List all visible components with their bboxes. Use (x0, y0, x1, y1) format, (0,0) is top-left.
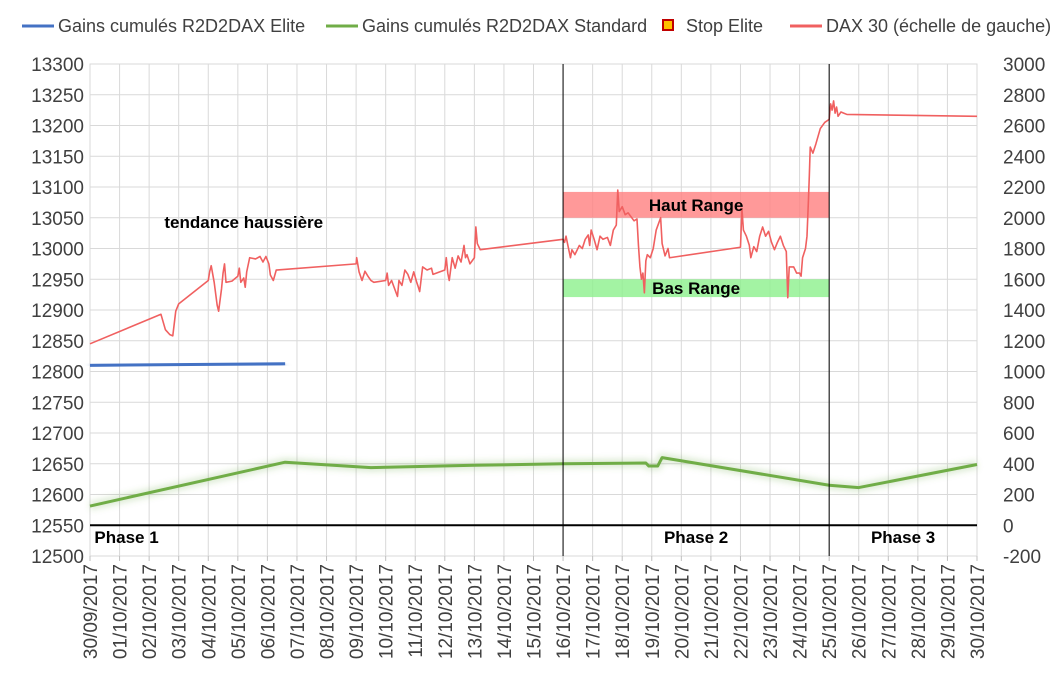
x-tick-label: 28/10/2017 (909, 564, 930, 659)
x-tick-label: 25/10/2017 (820, 564, 841, 659)
legend-item: Stop Elite (662, 16, 763, 36)
x-tick-label: 02/10/2017 (140, 564, 161, 659)
y-right-tick-label: 1000 (1003, 363, 1045, 384)
x-tick-label: 29/10/2017 (938, 564, 959, 659)
y-right-tick-label: 1200 (1003, 332, 1045, 353)
y-left-tick-label: 12750 (31, 393, 84, 414)
x-tick-label: 30/10/2017 (968, 564, 989, 659)
x-tick-label: 05/10/2017 (229, 564, 250, 659)
legend-item: Gains cumulés R2D2DAX Standard (326, 16, 647, 36)
x-tick-label: 08/10/2017 (318, 564, 339, 659)
x-tick-label: 09/10/2017 (347, 564, 368, 659)
y-right-tick-label: 400 (1003, 455, 1035, 476)
phase-label: Phase 2 (664, 528, 728, 547)
phase-lines (562, 64, 830, 556)
annotation: tendance haussière (164, 213, 323, 232)
x-tick-label: 19/10/2017 (643, 564, 664, 659)
x-tick-label: 10/10/2017 (377, 564, 398, 659)
x-tick-label: 06/10/2017 (258, 564, 279, 659)
y-right-tick-label: 2400 (1003, 147, 1045, 168)
y-left-tick-label: 12650 (31, 455, 84, 476)
series-layer (89, 100, 978, 511)
legend-label: Gains cumulés R2D2DAX Elite (58, 16, 305, 36)
y-left-tick-label: 13100 (31, 178, 84, 199)
y-right-tick-label: 800 (1003, 393, 1035, 414)
range-bands (563, 191, 830, 298)
x-tick-label: 11/10/2017 (406, 564, 427, 658)
y-left-tick-label: 12600 (31, 486, 84, 507)
y-right-tick-label: 1600 (1003, 270, 1045, 291)
x-tick-label: 16/10/2017 (554, 564, 575, 659)
y-left-tick-label: 12950 (31, 270, 84, 291)
x-tick-label: 24/10/2017 (791, 564, 812, 659)
x-tick-label: 04/10/2017 (199, 564, 220, 659)
x-tick-label: 14/10/2017 (495, 564, 516, 659)
x-tick-label: 12/10/2017 (436, 564, 457, 659)
x-tick-label: 18/10/2017 (613, 564, 634, 659)
x-tick-label: 03/10/2017 (170, 564, 191, 659)
phase-label: Phase 1 (94, 528, 158, 547)
y-left-tick-label: 13300 (31, 55, 84, 76)
y-left-tick-label: 13050 (31, 209, 84, 230)
legend-label: DAX 30 (échelle de gauche) (826, 16, 1051, 36)
y-right-tick-label: 1800 (1003, 240, 1045, 261)
legend-label: Gains cumulés R2D2DAX Standard (362, 16, 647, 36)
x-tick-label: 30/09/2017 (81, 564, 102, 659)
legend-item: DAX 30 (échelle de gauche) (790, 16, 1051, 36)
x-tick-label: 17/10/2017 (584, 564, 605, 659)
y-right-tick-label: 2200 (1003, 178, 1045, 199)
y-left-tick-label: 12800 (31, 363, 84, 384)
y-right-tick-label: 0 (1003, 516, 1014, 537)
series-line (89, 456, 978, 508)
range-band (563, 279, 830, 298)
y-left-tick-label: 12900 (31, 301, 84, 322)
y-left-tick-label: 12850 (31, 332, 84, 353)
x-tick-label: 23/10/2017 (761, 564, 782, 659)
y-left-tick-label: 13150 (31, 147, 84, 168)
y-right-tick-label: 600 (1003, 424, 1035, 445)
range-band-label: Haut Range (649, 196, 743, 215)
range-band-label: Bas Range (652, 279, 740, 298)
y-left-tick-label: 12700 (31, 424, 84, 445)
y-left-tick-label: 13250 (31, 86, 84, 107)
legend-label: Stop Elite (686, 16, 763, 36)
series-line (89, 362, 286, 367)
phase-label: Phase 3 (871, 528, 935, 547)
y-left-tick-label: 13200 (31, 117, 84, 138)
y-right-tick-label: -200 (1003, 547, 1041, 568)
y-right-tick-label: 200 (1003, 486, 1035, 507)
y-right-tick-label: 2600 (1003, 117, 1045, 138)
range-band (563, 191, 830, 218)
y-left-tick-label: 12500 (31, 547, 84, 568)
x-tick-label: 15/10/2017 (525, 564, 546, 659)
x-tick-label: 07/10/2017 (288, 564, 309, 659)
y-left-tick-label: 13000 (31, 240, 84, 261)
y-left-tick-label: 12550 (31, 516, 84, 537)
x-tick-label: 13/10/2017 (465, 564, 486, 659)
legend-swatch (662, 19, 674, 31)
axes: 12500 12550 12600 12650 12700 12750 12800 12850… (31, 55, 1045, 659)
y-right-tick-label: 2800 (1003, 86, 1045, 107)
chart-labels: Haut Range Bas Range Phase 1 Phase 2 Phase 3… (94, 196, 935, 547)
x-tick-label: 27/10/2017 (879, 564, 900, 659)
series-line (89, 100, 978, 345)
legend-item: Gains cumulés R2D2DAX Elite (22, 16, 305, 36)
x-tick-label: 20/10/2017 (672, 564, 693, 659)
x-tick-label: 21/10/2017 (702, 564, 723, 659)
y-right-tick-label: 2000 (1003, 209, 1045, 230)
legend: Gains cumulés R2D2DAX Elite Gains cumulés… (22, 16, 1051, 36)
y-right-tick-label: 3000 (1003, 55, 1045, 76)
y-right-tick-label: 1400 (1003, 301, 1045, 322)
x-tick-label: 22/10/2017 (731, 564, 752, 659)
x-tick-label: 01/10/2017 (111, 564, 132, 659)
x-tick-label: 26/10/2017 (850, 564, 871, 659)
